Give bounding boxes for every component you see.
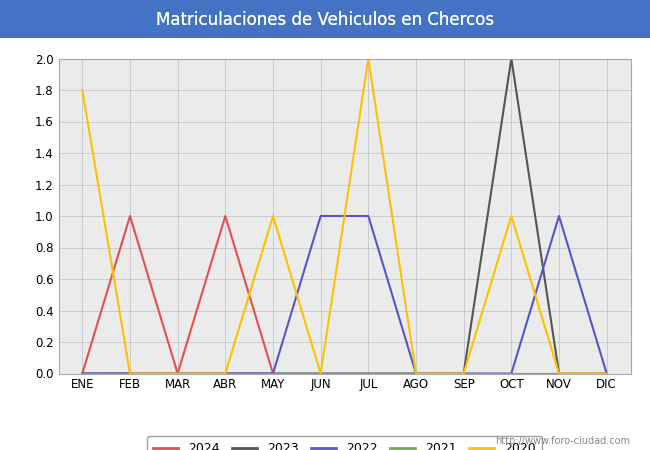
2020 <box>269 213 277 219</box>
2024 <box>222 213 229 219</box>
Text: Matriculaciones de Vehiculos en Chercos: Matriculaciones de Vehiculos en Chercos <box>156 11 494 29</box>
2024 <box>126 213 134 219</box>
2023 <box>174 371 181 376</box>
2020 <box>222 371 229 376</box>
Text: http://www.foro-ciudad.com: http://www.foro-ciudad.com <box>495 436 630 446</box>
Line: 2024: 2024 <box>83 216 273 374</box>
2023 <box>317 371 324 376</box>
2020 <box>508 213 515 219</box>
2020 <box>365 56 372 61</box>
2023 <box>79 371 86 376</box>
2021 <box>222 371 229 376</box>
Legend: 2024, 2023, 2022, 2021, 2020: 2024, 2023, 2022, 2021, 2020 <box>147 436 542 450</box>
Line: 2023: 2023 <box>83 58 606 374</box>
2022 <box>174 371 181 376</box>
2023 <box>412 371 420 376</box>
2023 <box>126 371 134 376</box>
2024 <box>79 371 86 376</box>
2022 <box>126 371 134 376</box>
2024 <box>174 371 181 376</box>
2023 <box>269 371 277 376</box>
2020 <box>555 371 563 376</box>
2021 <box>508 371 515 376</box>
2021 <box>174 371 181 376</box>
2022 <box>269 371 277 376</box>
2022 <box>317 213 324 219</box>
2022 <box>365 213 372 219</box>
2021 <box>79 371 86 376</box>
2021 <box>317 371 324 376</box>
2021 <box>603 371 610 376</box>
2020 <box>317 371 324 376</box>
2022 <box>412 371 420 376</box>
2023 <box>365 371 372 376</box>
2023 <box>460 371 467 376</box>
2021 <box>412 371 420 376</box>
2021 <box>460 371 467 376</box>
2020 <box>460 371 467 376</box>
2021 <box>365 371 372 376</box>
2022 <box>508 371 515 376</box>
2023 <box>603 371 610 376</box>
2023 <box>555 371 563 376</box>
Text: Matriculaciones de Vehiculos en Chercos: Matriculaciones de Vehiculos en Chercos <box>156 11 494 29</box>
2022 <box>603 371 610 376</box>
2020 <box>603 371 610 376</box>
2020 <box>79 87 86 93</box>
2024 <box>269 371 277 376</box>
2023 <box>508 56 515 61</box>
2022 <box>460 371 467 376</box>
2021 <box>269 371 277 376</box>
2021 <box>126 371 134 376</box>
2020 <box>174 371 181 376</box>
2021 <box>555 371 563 376</box>
2022 <box>222 371 229 376</box>
Line: 2020: 2020 <box>83 58 606 374</box>
Line: 2022: 2022 <box>83 216 606 374</box>
2022 <box>555 213 563 219</box>
2020 <box>126 371 134 376</box>
2022 <box>79 371 86 376</box>
2023 <box>222 371 229 376</box>
2020 <box>412 371 420 376</box>
